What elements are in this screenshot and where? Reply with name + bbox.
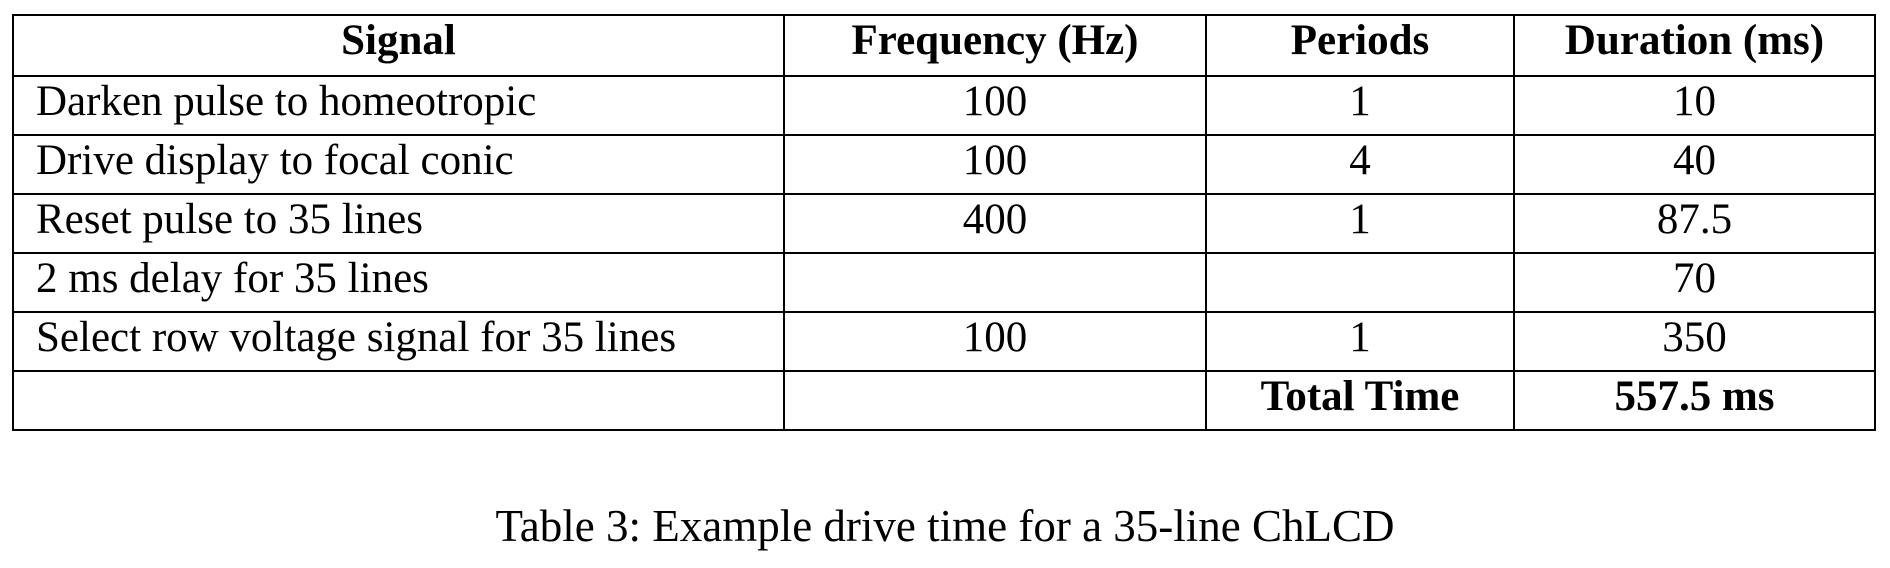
table-cell: Select row voltage signal for 35 lines (13, 312, 784, 371)
empty-cell (784, 253, 1206, 312)
table-cell: 70 (1514, 253, 1875, 312)
header-cell: Periods (1206, 15, 1514, 76)
table-cell: 2 ms delay for 35 lines (13, 253, 784, 312)
header-cell: Frequency (Hz) (784, 15, 1206, 76)
header-row: SignalFrequency (Hz)PeriodsDuration (ms) (13, 15, 1875, 76)
table-cell: 100 (784, 312, 1206, 371)
table-cell: Total Time (1206, 371, 1514, 430)
table-cell: 10 (1514, 76, 1875, 135)
caption: Table 3: Example drive time for a 35-lin… (0, 500, 1890, 552)
table-row: Total Time557.5 ms (13, 371, 1875, 430)
table-cell: 87.5 (1514, 194, 1875, 253)
table-cell: 40 (1514, 135, 1875, 194)
empty-cell (13, 371, 784, 430)
table-row: Darken pulse to homeotropic100110 (13, 76, 1875, 135)
table-row: Select row voltage signal for 35 lines10… (13, 312, 1875, 371)
header-cell: Signal (13, 15, 784, 76)
empty-cell (784, 371, 1206, 430)
drive-time-table: SignalFrequency (Hz)PeriodsDuration (ms)… (12, 14, 1876, 431)
table-cell: Darken pulse to homeotropic (13, 76, 784, 135)
table-cell: Reset pulse to 35 lines (13, 194, 784, 253)
table-cell: 557.5 ms (1514, 371, 1875, 430)
table-cell: 1 (1206, 312, 1514, 371)
table-cell: 1 (1206, 76, 1514, 135)
table-cell: Drive display to focal conic (13, 135, 784, 194)
empty-cell (1206, 253, 1514, 312)
table-cell: 350 (1514, 312, 1875, 371)
table-cell: 100 (784, 76, 1206, 135)
table-cell: 1 (1206, 194, 1514, 253)
table-row: Reset pulse to 35 lines400187.5 (13, 194, 1875, 253)
table-row: 2 ms delay for 35 lines 70 (13, 253, 1875, 312)
table-cell: 400 (784, 194, 1206, 253)
table-cell: 4 (1206, 135, 1514, 194)
table-cell: 100 (784, 135, 1206, 194)
table-row: Drive display to focal conic100440 (13, 135, 1875, 194)
header-cell: Duration (ms) (1514, 15, 1875, 76)
